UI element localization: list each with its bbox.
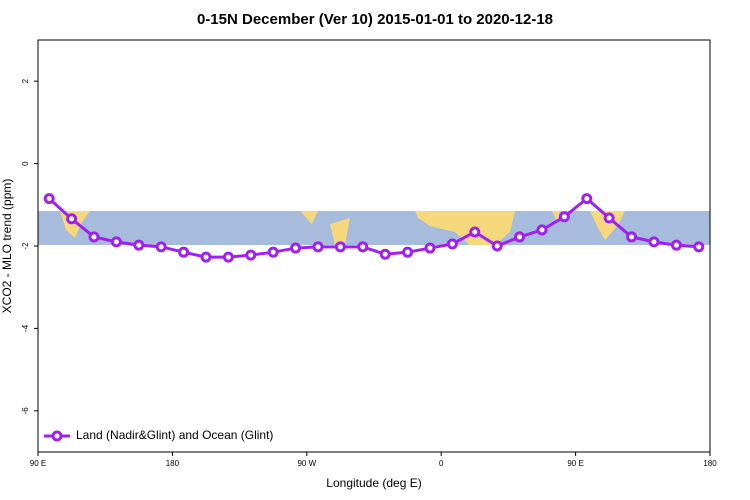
data-point <box>88 231 100 243</box>
y-tick-label: 2 <box>21 78 30 83</box>
data-point <box>155 241 167 253</box>
y-tick-label: -6 <box>21 407 30 415</box>
data-point <box>222 251 234 263</box>
data-point <box>514 231 526 243</box>
y-tick-label: -4 <box>21 324 30 332</box>
legend-label: Land (Nadir&Glint) and Ocean (Glint) <box>76 428 273 442</box>
x-tick-label: 90 W <box>297 459 316 468</box>
data-point <box>245 249 257 261</box>
data-point <box>558 211 570 223</box>
data-point <box>626 231 638 243</box>
map-band <box>38 211 710 245</box>
x-tick-label: 180 <box>703 459 717 468</box>
data-point <box>402 246 414 258</box>
data-point <box>469 226 481 238</box>
data-point <box>334 241 346 253</box>
data-point <box>581 193 593 205</box>
data-point <box>357 241 369 253</box>
data-point <box>66 213 78 225</box>
data-point <box>312 241 324 253</box>
data-point <box>603 212 615 224</box>
data-point <box>178 246 190 258</box>
data-point <box>379 248 391 260</box>
data-point <box>267 246 279 258</box>
data-point <box>491 240 503 252</box>
data-point <box>670 239 682 251</box>
data-point <box>290 242 302 254</box>
data-point <box>693 241 705 253</box>
data-point <box>446 238 458 250</box>
x-tick-label: 90 E <box>567 459 583 468</box>
chart-title: 0-15N December (Ver 10) 2015-01-01 to 20… <box>197 11 553 28</box>
data-point <box>110 236 122 248</box>
x-tick-label: 180 <box>166 459 180 468</box>
x-tick-label: 0 <box>439 459 444 468</box>
data-point <box>424 242 436 254</box>
y-axis-label: XCO2 - MLO trend (ppm) <box>0 179 14 314</box>
legend-marker <box>51 430 63 442</box>
data-point <box>43 193 55 205</box>
data-point <box>133 239 145 251</box>
data-point <box>200 251 212 263</box>
y-tick-label: -2 <box>21 242 30 250</box>
data-point <box>648 236 660 248</box>
y-tick-label: 0 <box>21 161 30 166</box>
x-tick-label: 90 E <box>30 459 46 468</box>
x-axis-label: Longitude (deg E) <box>326 476 421 490</box>
data-point <box>536 224 548 236</box>
